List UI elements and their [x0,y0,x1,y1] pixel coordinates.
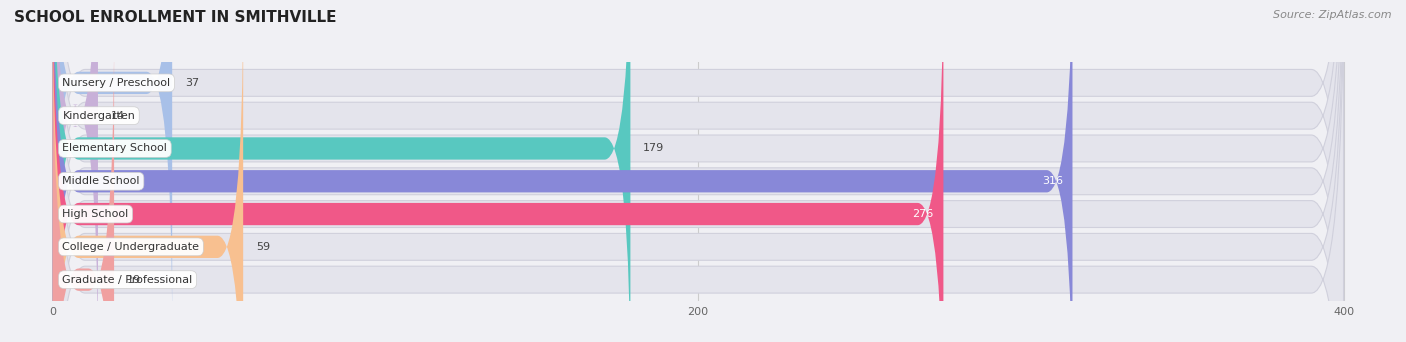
FancyBboxPatch shape [53,0,1344,342]
FancyBboxPatch shape [53,0,1344,342]
Text: College / Undergraduate: College / Undergraduate [62,242,200,252]
FancyBboxPatch shape [53,28,114,342]
FancyBboxPatch shape [53,0,1344,342]
FancyBboxPatch shape [53,0,1073,342]
FancyBboxPatch shape [53,0,98,342]
Text: 37: 37 [186,78,200,88]
FancyBboxPatch shape [53,0,1344,342]
FancyBboxPatch shape [53,0,1344,342]
Text: 276: 276 [912,209,934,219]
Text: Elementary School: Elementary School [62,143,167,154]
FancyBboxPatch shape [53,0,630,342]
Text: 316: 316 [1042,176,1063,186]
Text: Source: ZipAtlas.com: Source: ZipAtlas.com [1274,10,1392,20]
Text: High School: High School [62,209,129,219]
Text: Kindergarten: Kindergarten [62,111,135,121]
Text: 59: 59 [256,242,270,252]
FancyBboxPatch shape [53,0,943,342]
Text: 19: 19 [127,275,141,285]
Text: Middle School: Middle School [62,176,141,186]
Text: Nursery / Preschool: Nursery / Preschool [62,78,170,88]
Text: SCHOOL ENROLLMENT IN SMITHVILLE: SCHOOL ENROLLMENT IN SMITHVILLE [14,10,336,25]
Text: 179: 179 [644,143,665,154]
Text: 14: 14 [111,111,125,121]
FancyBboxPatch shape [53,0,1344,342]
Text: Graduate / Professional: Graduate / Professional [62,275,193,285]
FancyBboxPatch shape [53,0,172,334]
FancyBboxPatch shape [53,0,243,342]
FancyBboxPatch shape [53,0,1344,342]
